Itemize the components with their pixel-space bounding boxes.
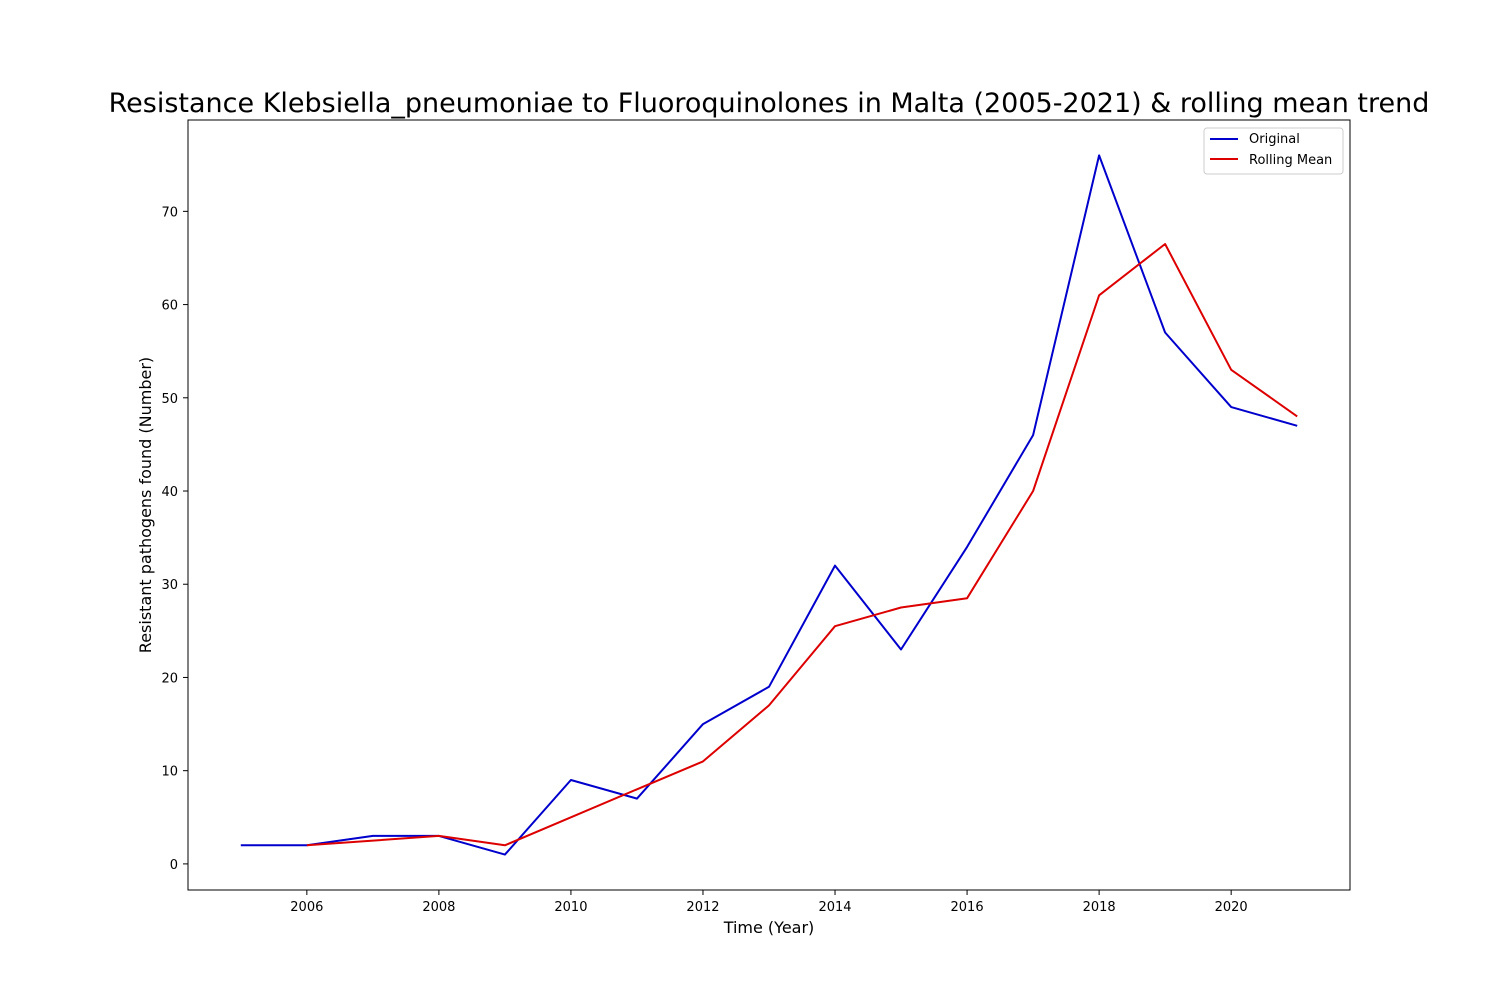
legend-label-rolling-mean: Rolling Mean [1249,153,1332,168]
series-line-rolling-mean [306,243,1298,847]
x-axis-label: Time (Year) [723,918,815,937]
x-tick-label: 2012 [686,900,719,915]
legend-label-original: Original [1249,132,1300,147]
x-tick-label: 2006 [290,900,323,915]
y-tick-label: 0 [170,858,178,873]
plot-area [187,119,1351,891]
x-tick-label: 2008 [422,900,455,915]
x-tick-label: 2020 [1215,900,1248,915]
series-line-original [240,154,1298,856]
legend: Original Rolling Mean [1203,127,1344,175]
x-axis: 2006 2008 2010 2012 2014 2016 2018 2020 [290,890,1248,915]
legend-box [1203,127,1344,175]
x-tick-label: 2018 [1083,900,1116,915]
y-tick-label: 40 [161,485,178,500]
series-layer [240,154,1298,856]
chart-title: Resistance Klebsiella_pneumoniae to Fluo… [109,88,1430,119]
y-tick-label: 30 [161,578,178,593]
x-tick-label: 2010 [554,900,587,915]
x-tick-label: 2014 [818,900,851,915]
y-axis-label: Resistant pathogens found (Number) [136,357,155,653]
y-tick-label: 20 [161,671,178,686]
y-tick-label: 70 [161,205,178,220]
y-tick-label: 60 [161,299,178,314]
x-tick-label: 2016 [951,900,984,915]
y-tick-label: 50 [161,392,178,407]
y-tick-label: 10 [161,765,178,780]
y-axis: 0 10 20 30 40 50 60 70 [161,205,188,873]
